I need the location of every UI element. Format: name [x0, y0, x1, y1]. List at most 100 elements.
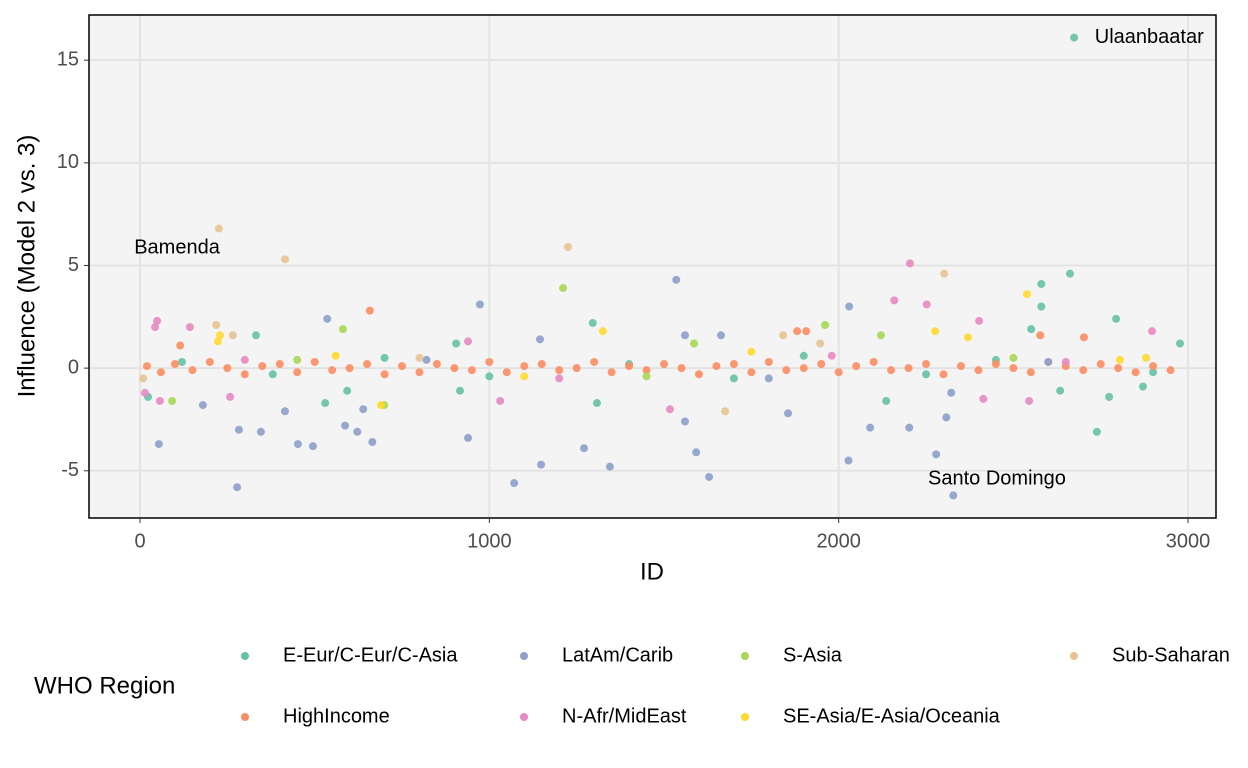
legend-marker: [1070, 652, 1078, 660]
legend-label: E-Eur/C-Eur/C-Asia: [283, 644, 458, 666]
point: [140, 388, 149, 397]
point: [280, 407, 289, 416]
point: [555, 374, 564, 383]
point: [359, 405, 368, 414]
point: [223, 364, 232, 373]
point: [677, 364, 686, 373]
point: [665, 405, 674, 414]
legend-marker: [241, 652, 249, 660]
point: [747, 368, 756, 377]
point: [275, 360, 284, 369]
point: [782, 366, 791, 375]
y-axis-title: Influence (Model 2 vs. 3): [13, 135, 40, 398]
point: [536, 335, 545, 344]
point: [142, 362, 151, 371]
point: [185, 323, 194, 332]
point: [1079, 333, 1088, 342]
point: [974, 366, 983, 375]
point: [205, 357, 214, 366]
point: [931, 327, 940, 336]
legend-title: WHO Region: [34, 672, 175, 699]
point: [520, 372, 529, 381]
point: [1009, 353, 1018, 362]
point: [168, 396, 177, 405]
point: [1105, 392, 1114, 401]
point: [947, 388, 956, 397]
point: [1115, 355, 1124, 364]
legend-label: HighIncome: [283, 705, 390, 727]
point: [940, 269, 949, 278]
point: [214, 224, 223, 233]
point: [705, 472, 714, 481]
point: [212, 321, 221, 330]
point: [153, 316, 162, 325]
y-tick-label: -5: [61, 459, 79, 481]
point: [151, 323, 160, 332]
point: [331, 351, 340, 360]
point: [1065, 269, 1074, 278]
x-tick-label: 3000: [1166, 530, 1211, 552]
point: [139, 374, 148, 383]
point: [1037, 279, 1046, 288]
point: [845, 302, 854, 311]
point: [154, 440, 163, 449]
point: [464, 337, 473, 346]
legend-label: N-Afr/MidEast: [562, 705, 687, 727]
point: [537, 460, 546, 469]
point: [660, 360, 669, 369]
point: [1096, 360, 1105, 369]
point: [1114, 364, 1123, 373]
point: [716, 331, 725, 340]
point: [866, 423, 875, 432]
point: [572, 364, 581, 373]
point: [869, 357, 878, 366]
point: [816, 339, 825, 348]
point: [764, 374, 773, 383]
legend-marker: [520, 713, 528, 721]
legend-marker: [241, 713, 249, 721]
point: [692, 448, 701, 457]
point: [1009, 364, 1018, 373]
point: [598, 327, 607, 336]
y-tick-label: 5: [68, 254, 79, 276]
point: [502, 368, 511, 377]
legend-marker: [520, 652, 528, 660]
point: [456, 386, 465, 395]
legend-label: SE-Asia/E-Asia/Oceania: [783, 705, 1001, 727]
point: [496, 396, 505, 405]
point: [904, 364, 913, 373]
point: [176, 341, 185, 350]
point: [1025, 396, 1034, 405]
point: [1149, 368, 1158, 377]
point: [422, 355, 431, 364]
point: [721, 407, 730, 416]
point: [485, 357, 494, 366]
point: [256, 427, 265, 436]
annotation: Santo Domingo: [928, 467, 1066, 489]
point: [1079, 366, 1088, 375]
point: [747, 347, 756, 356]
point: [1056, 386, 1065, 395]
annotation: Bamenda: [134, 236, 220, 258]
x-axis-title: ID: [640, 558, 664, 585]
point: [963, 333, 972, 342]
point: [922, 300, 931, 309]
point: [452, 339, 461, 348]
point: [834, 368, 843, 377]
point: [234, 425, 243, 434]
point: [228, 331, 237, 340]
point: [233, 483, 242, 492]
point: [323, 314, 332, 323]
point: [799, 364, 808, 373]
point: [1148, 327, 1157, 336]
point: [1037, 302, 1046, 311]
point: [226, 392, 235, 401]
point: [1131, 368, 1140, 377]
point: [590, 357, 599, 366]
point: [310, 357, 319, 366]
point: [1036, 331, 1045, 340]
point: [905, 423, 914, 432]
point: [694, 370, 703, 379]
point: [188, 366, 197, 375]
